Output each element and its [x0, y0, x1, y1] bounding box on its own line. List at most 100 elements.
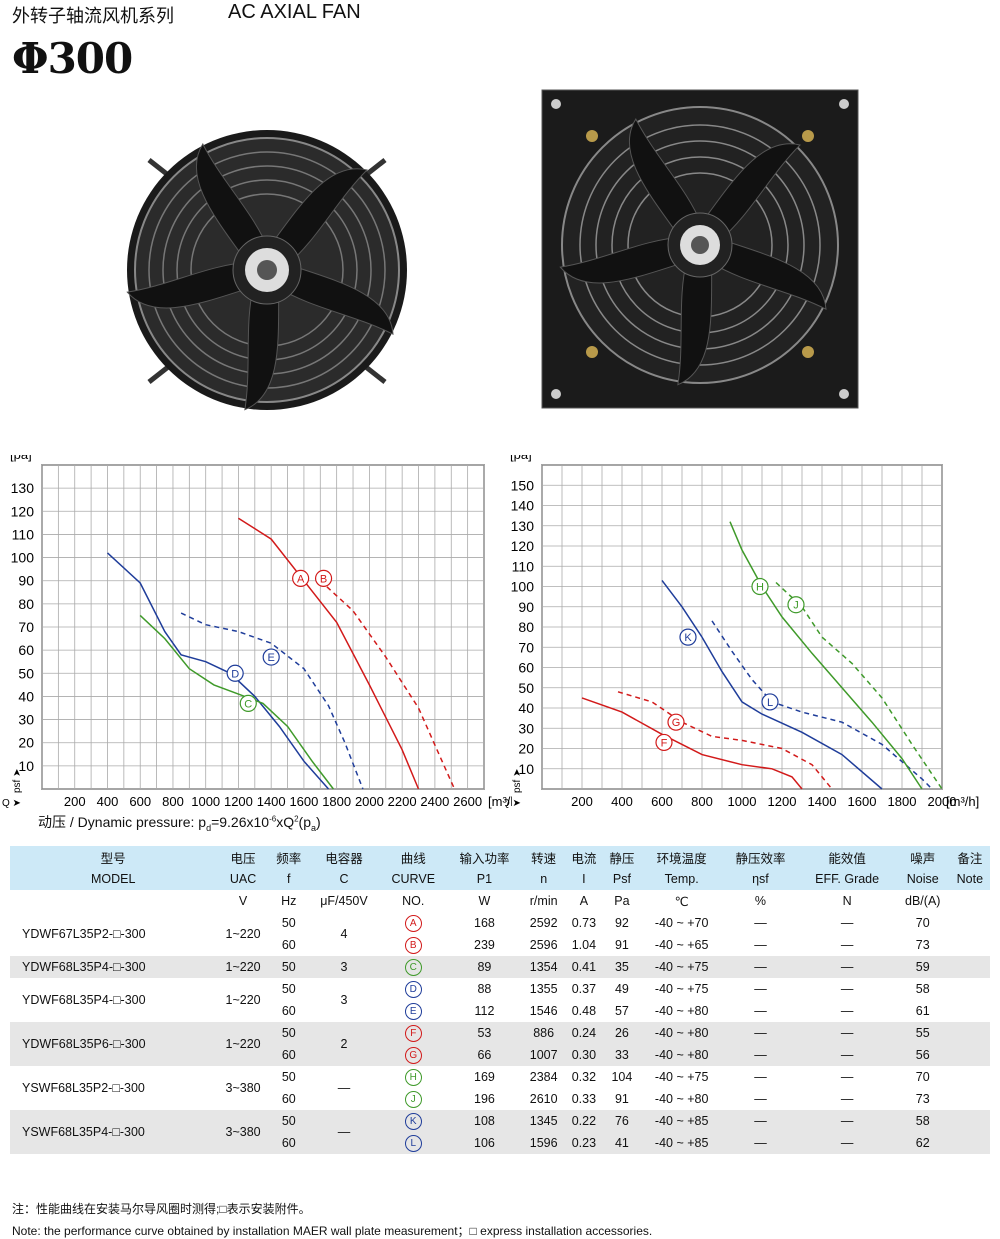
x-tick-label: 1400: [257, 794, 286, 809]
y-tick-label: 40: [18, 688, 34, 704]
voltage-cell: 1~220: [216, 1022, 270, 1066]
y-tick-label: 70: [18, 619, 34, 635]
curve-id: G: [404, 1046, 422, 1064]
column-header-cn: 静压: [602, 846, 641, 868]
voltage-cell: 3~380: [225, 1081, 261, 1095]
curve-label-E: E: [268, 652, 275, 664]
table-row: YDWF68L35P4-□-300 1~220 50 3 C 89 1354 0.41 35 -4…: [10, 956, 990, 978]
table-row: YSWF68L35P4-□-300 3~380 50— K 108 1345 0.22 76-…: [10, 1110, 990, 1154]
x-tick-label: 400: [97, 794, 119, 809]
speed-cell: 2610: [529, 1092, 558, 1106]
curve-label-A: A: [297, 573, 305, 585]
table-row: 60 G 66 1007 0.30 33 -40 ~ +80— —56: [10, 1044, 990, 1066]
curve-F: [581, 697, 803, 790]
x-axis-unit: [m³/h]: [488, 794, 512, 809]
curve-label-circle-E: [262, 648, 280, 666]
temp-cell: -40 ~ +75: [654, 1070, 709, 1084]
column-header-cn: 转速: [522, 846, 565, 868]
column-header-en: P1: [446, 868, 523, 890]
column-header-cn: 静压效率: [722, 846, 799, 868]
y-tick-label: 60: [518, 660, 534, 676]
unit-label: [950, 890, 990, 912]
dp-sub2: a: [311, 822, 317, 833]
y-tick-label: 50: [518, 680, 534, 696]
table-row: YSWF68L35P2-□-300 3~380 50 — H 169 2384 0.32 104…: [10, 1066, 990, 1095]
efficiency-cell: —: [722, 1132, 799, 1154]
y-tick-label: 140: [511, 498, 535, 514]
note-cell: [949, 1110, 990, 1132]
curve-id: D: [404, 980, 422, 998]
column-header-en: UAC: [216, 868, 270, 890]
table-row: 60 L 106 1596 0.23 41 -40 ~ +85— —62: [10, 1132, 990, 1154]
unit-label: V: [238, 894, 248, 908]
pressure-cell: 26: [602, 1022, 641, 1044]
current-cell: 0.33: [571, 1092, 597, 1106]
note-cell: [950, 1088, 990, 1110]
dynamic-pressure-formula: 动压 / Dynamic pressure: pd=9.26x10-6xQ2(p…: [38, 812, 321, 833]
dp-end: ): [316, 814, 321, 830]
curve-id: J: [404, 1090, 422, 1108]
curve-label-K: K: [684, 632, 692, 644]
grade-cell: —: [840, 1070, 854, 1084]
noise-cell: 70: [915, 916, 930, 930]
column-header-cn: 电流: [564, 846, 603, 868]
noise-cell: 58: [895, 1110, 950, 1132]
noise-cell: 56: [895, 1044, 950, 1066]
capacitor-cell: 4: [340, 927, 348, 941]
y-tick-label: 20: [18, 735, 34, 751]
dp-formula: =9.26x10: [211, 814, 270, 830]
y-tick-label: 90: [18, 573, 34, 589]
y-tick-label: 150: [511, 477, 535, 493]
curve-label-H: H: [756, 582, 764, 594]
capacitor-cell: 2: [307, 1022, 381, 1066]
table-row: YDWF67L35P2-□-300 1~220 50 4 A 168 2592 0.73 92 -…: [10, 912, 990, 941]
unit-label: [10, 890, 216, 912]
curve-cell: H: [380, 1066, 446, 1088]
table-row: 60 E 112 1546 0.48 57 -40 ~ +80 — — 61: [10, 1000, 990, 1022]
curve-label-circle-A: [292, 569, 310, 588]
performance-chart-left: 10 20 30 40 50 60 70 80 90 100 110 120 130 200 400 600 8…: [2, 455, 512, 809]
curve-label-B: B: [320, 573, 327, 585]
y-tick-label: 130: [11, 480, 35, 496]
unit-label: Hz: [281, 894, 297, 908]
power-cell: 108: [446, 1110, 523, 1132]
y-tick-label: 10: [518, 761, 534, 777]
square-fan-image: [541, 89, 859, 409]
y-tick-label: 120: [11, 503, 35, 519]
efficiency-cell: —: [722, 1110, 799, 1132]
column-header-cn: 备注: [949, 846, 990, 868]
curve-G: [617, 691, 833, 790]
x-tick-label: 1600: [289, 794, 318, 809]
x-tick-label: 1600: [848, 794, 877, 809]
column-header-en: Note: [949, 868, 990, 890]
dp-exp: -6: [269, 814, 277, 824]
y-axis-unit: [pa]: [510, 455, 532, 462]
column-header-cn: 噪声: [895, 846, 950, 868]
x-tick-label: 800: [162, 794, 184, 809]
model-cell: YSWF68L35P2-□-300: [22, 1081, 145, 1095]
column-header-cn: 曲线: [380, 846, 447, 868]
header-row-en: MODEL UAC f C CURVE P1 n I Psf Temp. ηsf EFF. Grade…: [10, 868, 990, 890]
y-tick-label: 10: [18, 758, 34, 774]
frequency-cell: 50: [281, 982, 296, 996]
curve-cell: C: [380, 956, 447, 978]
column-header-en: CURVE: [380, 868, 447, 890]
table-row: 60 B 239 2596 1.04 91 -40 ~ +65 — — 73: [10, 934, 990, 956]
x-tick-label: 1400: [808, 794, 837, 809]
noise-cell: 58: [915, 982, 930, 996]
y-tick-label: 90: [518, 599, 534, 615]
dp-formula2: xQ: [276, 814, 295, 830]
pressure-cell: 104: [611, 1070, 633, 1084]
y-tick-label: 70: [518, 639, 534, 655]
column-header-cn: 型号: [10, 846, 217, 868]
note-cell: [950, 1000, 990, 1022]
y-axis-side-label: psf ➤: [12, 769, 23, 794]
pressure-cell: 76: [602, 1110, 641, 1132]
table-row: YDWF68L35P6-□-300 1~220 50 2 F 53 886 0.24 26 -40…: [10, 1022, 990, 1066]
pressure-cell: 41: [602, 1132, 641, 1154]
column-header-en: f: [269, 868, 308, 890]
unit-label: Pa: [614, 894, 630, 908]
y-tick-label: 40: [518, 700, 534, 716]
current-cell: 0.23: [564, 1132, 603, 1154]
